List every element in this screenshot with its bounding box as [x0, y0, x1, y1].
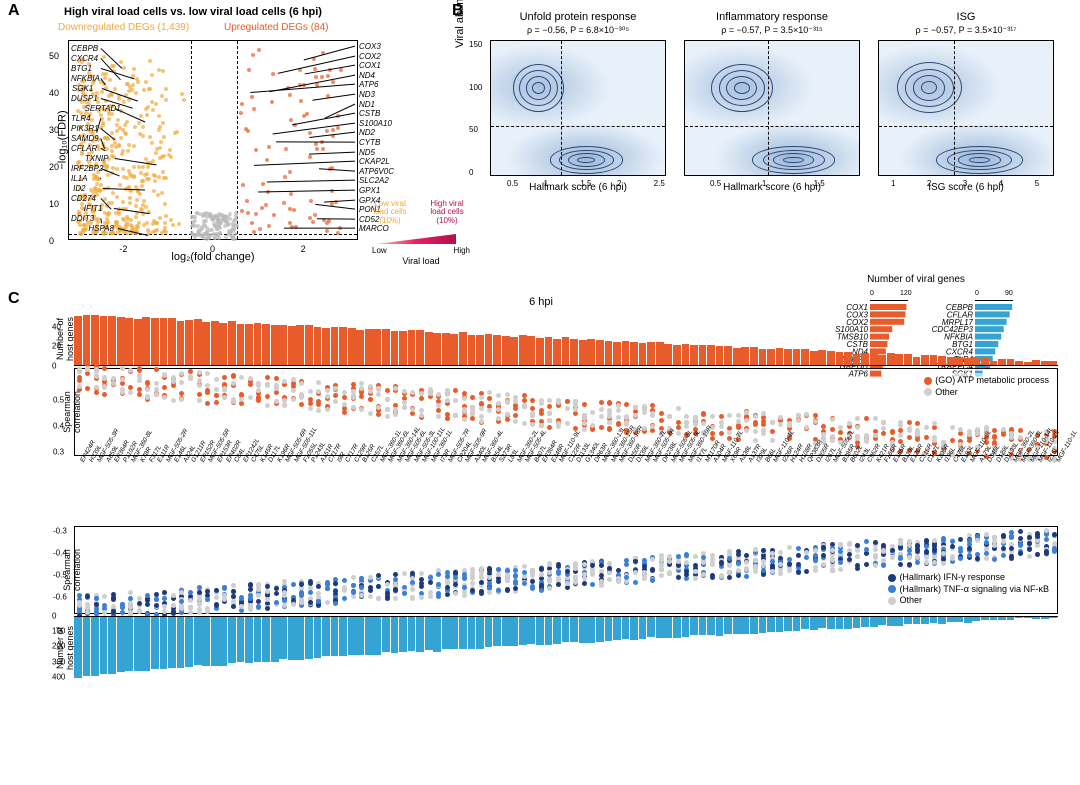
- density-title: ISG: [957, 11, 976, 23]
- density-title: Unfold protein response: [520, 11, 637, 23]
- bot-scatter-legend: (Hallmark) IFN-γ response(Hallmark) TNF-…: [886, 570, 1051, 609]
- c-gene-xlabels: EP424RH339LMGF-505-3RA859LEP364RP1192RMG…: [74, 458, 1058, 524]
- panel-b: B Viral abundance Unfold protein respons…: [460, 4, 1065, 194]
- volcano-plot: −log₁₀(FDR) log₂(fold change) -202010203…: [68, 40, 358, 240]
- density-plot-1: Inflammatory responseρ = −0.57, P = 3.5×…: [684, 40, 860, 176]
- c-bot-bars: Number ofhost genes 0100200300400: [74, 616, 1058, 680]
- density-plot-2: ISGρ = −0.57, P = 3.5×10⁻³¹⁷12345ISG sco…: [878, 40, 1054, 176]
- panel-a-title: High viral load cells vs. low viral load…: [64, 6, 322, 18]
- density-title: Inflammatory response: [716, 11, 828, 23]
- minibars-title: Number of viral genes: [826, 274, 1006, 285]
- grad-axis-label: Viral load: [402, 256, 439, 266]
- c-top-bars: Number ofhost genes 02040: [74, 312, 1058, 366]
- panel-c: C 6 hpi Number of viral genes 0120COX1CO…: [16, 292, 1066, 772]
- c-bot-scatter: Spearmancorrelation (Hallmark) IFN-γ res…: [74, 526, 1058, 614]
- low-cells-label: Low viralload cells(10%): [368, 200, 412, 225]
- density-stat: ρ = −0.56, P = 6.8×10⁻³⁰⁵: [527, 25, 629, 36]
- density-stat: ρ = −0.57, P = 3.5×10⁻³¹⁵: [721, 25, 823, 36]
- high-label: High: [454, 246, 470, 255]
- panel-a-label: A: [8, 2, 20, 20]
- top-scatter-legend: (GO) ATP metabolic processOther: [922, 373, 1051, 400]
- density-stat: ρ = −0.57, P = 3.5×10⁻³¹⁷: [915, 25, 1016, 36]
- panel-a: A High viral load cells vs. low viral lo…: [16, 4, 446, 284]
- density-plot-0: Unfold protein responseρ = −0.56, P = 6.…: [490, 40, 666, 176]
- c-title: 6 hpi: [529, 296, 553, 308]
- b-y-label: Viral abundance: [454, 0, 466, 48]
- low-label: Low: [372, 246, 387, 255]
- viral-load-gradient: Low viralload cells(10%) High viralload …: [376, 234, 466, 244]
- high-cells-label: High viralload cells(10%): [424, 200, 470, 225]
- panel-c-label: C: [8, 290, 20, 308]
- down-deg-label: Downregulated DEGs (1,439): [58, 22, 189, 33]
- y-axis-label: −log₁₀(FDR): [57, 110, 69, 169]
- up-deg-label: Upregulated DEGs (84): [224, 22, 329, 33]
